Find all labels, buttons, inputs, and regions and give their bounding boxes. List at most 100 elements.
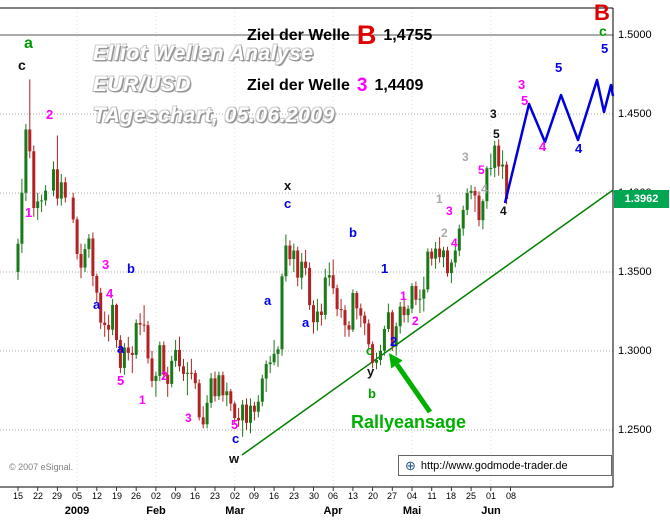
candle-body (260, 378, 264, 402)
candle-body (410, 286, 414, 309)
esignal-copyright: © 2007 eSignal. (9, 462, 74, 472)
candle-body (241, 404, 245, 421)
x-axis-month-label: Mar (225, 505, 245, 517)
wave-label: a (264, 293, 272, 308)
x-axis-date-label: 12 (91, 491, 102, 501)
target-3-prefix: Ziel der Welle (247, 76, 350, 94)
x-axis-date-label: 02 (229, 491, 240, 501)
watermark-line-2: EUR/USD (93, 73, 192, 96)
candle-body (497, 145, 501, 167)
candle-body (44, 190, 48, 201)
candle-body (189, 372, 193, 374)
wave-label: 5 (478, 163, 485, 177)
target-b-prefix: Ziel der Welle (247, 26, 350, 44)
candle-body (382, 329, 386, 351)
x-axis-date-label: 29 (51, 491, 62, 501)
source-box: http://www.godmode-trader.de (398, 455, 612, 476)
wave-label: b (127, 261, 135, 276)
x-axis-date-label: 15 (12, 491, 23, 501)
wave-label: w (229, 451, 240, 466)
candle-body (390, 312, 394, 347)
candle-body (122, 347, 126, 368)
x-axis-date-label: 13 (347, 491, 358, 501)
candle-body (418, 298, 422, 300)
candle-body (300, 261, 304, 278)
candle-body (319, 311, 323, 315)
candle-body (103, 322, 107, 325)
candle-body (193, 373, 197, 384)
candle-body (355, 293, 359, 309)
candle-body (118, 339, 122, 368)
wave-label: b (368, 386, 376, 401)
candle-body (308, 267, 312, 306)
candle-body (343, 310, 347, 326)
wave-label: 4 (575, 141, 583, 156)
wave-label: 5 (117, 373, 125, 388)
candle-body (256, 401, 260, 412)
trend-line (241, 189, 614, 456)
source-url: http://www.godmode-trader.de (420, 459, 568, 472)
candle-body (170, 360, 174, 384)
wave-label: 3 (102, 257, 110, 272)
candle-body (422, 289, 426, 299)
candle-body (95, 276, 99, 293)
wave-label: c (18, 57, 26, 73)
wave-label: 3 (462, 150, 469, 164)
wave-label: 2 (46, 107, 54, 122)
candle-body (363, 315, 367, 324)
wave-label: a (24, 35, 33, 52)
candle-body (237, 418, 241, 421)
wave-label: a (93, 297, 101, 312)
candle-body (481, 201, 485, 221)
globe-icon (405, 457, 416, 475)
candle-body (111, 304, 115, 330)
candle-body (107, 324, 111, 330)
candle-body (280, 276, 284, 350)
candle-body (457, 228, 461, 251)
candle-body (367, 323, 371, 345)
wave-label: 4 (451, 236, 458, 250)
candle-body (406, 308, 410, 316)
wave-label: 3 (518, 77, 526, 92)
candle-body (430, 251, 434, 259)
wave-label: 1 (25, 205, 33, 220)
candle-body (292, 250, 296, 259)
x-axis-month-label: Mai (402, 505, 422, 517)
candle-body (331, 275, 335, 289)
candle-body (20, 192, 24, 244)
wave-label: 5 (493, 127, 500, 141)
x-axis-date-label: 25 (465, 491, 476, 501)
x-axis-date-label: 23 (288, 491, 299, 501)
wave-label: 5 (555, 60, 563, 75)
candle-body (312, 305, 315, 323)
rally-arrow-shaft (394, 363, 433, 414)
candle-body (229, 391, 233, 404)
candle-body (249, 405, 252, 423)
target-3-wave: 3 (356, 75, 368, 96)
candle-body (288, 245, 292, 260)
candle-body (438, 248, 442, 258)
wave-label: 1 (139, 393, 146, 407)
x-axis-date-label: 01 (485, 491, 496, 501)
x-axis-date-label: 08 (505, 491, 516, 501)
rally-arrow-head (389, 353, 403, 369)
candle-body (158, 345, 162, 376)
x-axis-date-label: 19 (111, 491, 122, 501)
candle-body (162, 345, 166, 375)
candle-body (142, 324, 146, 326)
candle-body (213, 378, 217, 397)
wave-label: 4 (539, 139, 547, 154)
x-axis-date-label: 23 (209, 491, 220, 501)
candle-body (315, 311, 319, 323)
candle-body (166, 374, 170, 384)
candle-body (201, 417, 205, 425)
candle-body (304, 261, 308, 268)
candle-body (99, 292, 103, 323)
x-axis-date-label: 09 (248, 491, 259, 501)
candle-body (489, 167, 493, 169)
candle-body (55, 169, 59, 199)
candle-body (40, 200, 44, 202)
wave-label: 1 (381, 261, 389, 276)
